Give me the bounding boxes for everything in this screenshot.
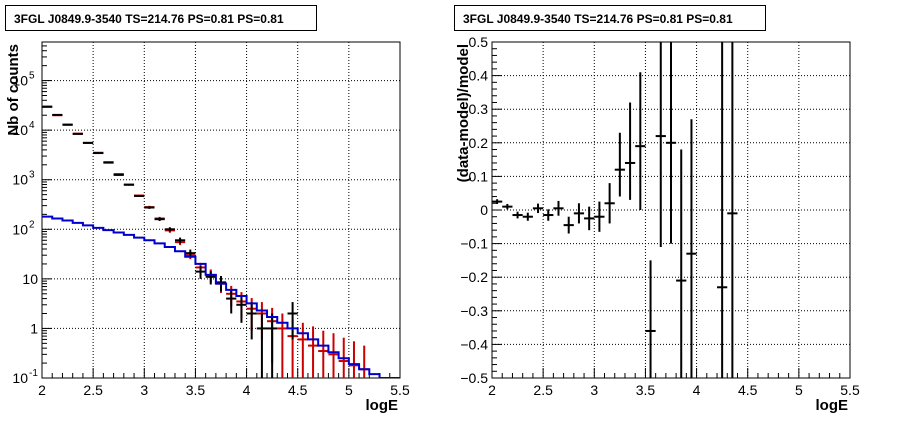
right-y-tick-label: −0.3 [460, 303, 488, 319]
right-y-tick-label: −0.2 [460, 269, 488, 285]
left-series-1-point [236, 295, 247, 323]
left-series-1-point [256, 313, 268, 378]
right-y-tick-label: −0.5 [460, 370, 488, 386]
right-x-tick-label: 5.5 [840, 382, 860, 398]
right-y-tick-label: 0.1 [469, 168, 489, 184]
right-series-0-point [614, 132, 625, 197]
left-data-layer [42, 105, 400, 378]
left-series-1-point [246, 302, 257, 340]
left-x-tick-label: 2.5 [83, 382, 103, 398]
left-series-0-point [307, 326, 319, 378]
left-x-tick-label: 3 [140, 382, 148, 398]
right-x-tick-label: 5 [795, 382, 803, 398]
right-series-0-point [522, 212, 533, 221]
left-y-tick-label: 10 [12, 122, 28, 138]
left-series-1-point [123, 183, 135, 186]
right-series-0-point [676, 149, 687, 378]
left-series-1-point [144, 206, 155, 209]
left-y-tick-label: 10 [12, 73, 28, 89]
left-x-tick-label: 5 [345, 382, 353, 398]
right-y-axis-label: (data-model)/model [455, 44, 472, 182]
left-y-tick-label: 10 [12, 221, 28, 237]
left-plot-frame [41, 41, 401, 379]
left-y-axis-label: Nb of counts [5, 44, 22, 136]
left-y-tick-label-exp: 3 [29, 170, 35, 181]
right-series-0-point [502, 203, 513, 210]
left-series-1-point [82, 141, 94, 144]
right-x-tick-label: 3.5 [636, 382, 656, 398]
left-series-0-point [348, 341, 360, 378]
right-y-tick-label: 0 [480, 202, 488, 218]
left-y-tick-label-exp: -1 [29, 368, 38, 379]
left-series-1-point [72, 132, 83, 135]
right-series-0-point [686, 119, 697, 378]
left-series-1-point [287, 302, 298, 340]
right-series-0-point [563, 216, 574, 234]
left-series-1-point [154, 217, 165, 221]
left-series-1-point [113, 173, 124, 176]
right-series-0-point [573, 203, 585, 224]
left-x-tick-label: 3.5 [186, 382, 206, 398]
right-data-layer [492, 42, 738, 378]
left-series-0-point [277, 313, 288, 378]
right-y-tick-label: −0.4 [460, 336, 488, 352]
left-series-1-point [226, 289, 237, 314]
left-x-tick-label: 4 [243, 382, 251, 398]
left-x-axis-label: logE [366, 397, 399, 414]
right-series-0-point [604, 183, 615, 224]
right-series-0-point [655, 42, 666, 247]
left-x-tick-label: 4.5 [288, 382, 308, 398]
right-series-0-point [635, 72, 646, 210]
left-y-tick-label: 10 [22, 271, 38, 287]
left-x-tick-label: 2 [38, 382, 46, 398]
right-y-tick-label: −0.1 [460, 236, 488, 252]
left-y-tick-label: 10 [12, 172, 28, 188]
left-series-2-step-line [42, 215, 400, 378]
right-y-tick-label: 0.3 [469, 101, 489, 117]
right-series-0-point [584, 206, 595, 231]
left-chart-title: 3FGL J0849.9-3540 TS=214.76 PS=0.81 PS=0… [5, 5, 317, 31]
left-series-1-point [174, 237, 186, 244]
right-series-0-point [645, 260, 656, 378]
left-x-tick-label: 5.5 [390, 382, 410, 398]
right-series-0-point [624, 102, 636, 200]
right-x-tick-label: 4.5 [738, 382, 758, 398]
right-series-0-point [512, 211, 523, 219]
right-x-tick-label: 2 [488, 382, 496, 398]
left-y-tick-label-exp: 2 [29, 219, 35, 230]
left-y-tick-label: 10 [12, 370, 28, 386]
left-series-0-point [318, 330, 329, 378]
left-y-tick-label: 1 [30, 320, 38, 336]
right-series-0-point [717, 42, 728, 378]
left-series-0-point [328, 333, 339, 378]
left-series-1-point [205, 271, 216, 285]
left-series-0-point [359, 345, 370, 378]
left-y-tick-label-exp: 5 [29, 71, 35, 82]
right-y-tick-label: 0.2 [469, 135, 489, 151]
left-series-1-point [134, 194, 145, 198]
right-series-0-point [532, 203, 544, 214]
left-series-1-point [267, 313, 278, 378]
right-chart-title: 3FGL J0849.9-3540 TS=214.76 PS=0.81 PS=0… [454, 5, 766, 31]
left-series-1-point [164, 227, 175, 232]
left-series-1-point [103, 161, 114, 164]
left-series-1-point [93, 152, 104, 155]
right-series-0-point [594, 201, 605, 232]
right-series-0-point [543, 209, 554, 221]
right-y-tick-label: 0.5 [469, 34, 489, 50]
right-x-tick-label: 4 [693, 382, 701, 398]
left-y-tick-label-exp: 4 [29, 120, 35, 131]
right-x-tick-label: 2.5 [533, 382, 553, 398]
right-x-tick-label: 3 [590, 382, 598, 398]
right-y-tick-label: 0.4 [469, 68, 489, 84]
left-series-0-point [297, 322, 308, 378]
right-series-0-point [553, 200, 564, 216]
left-series-1-point [195, 266, 206, 279]
right-x-axis-label: logE [816, 397, 849, 414]
right-series-0-point [665, 42, 677, 244]
right-series-0-point [727, 42, 738, 378]
right-series-0-point [492, 199, 503, 204]
